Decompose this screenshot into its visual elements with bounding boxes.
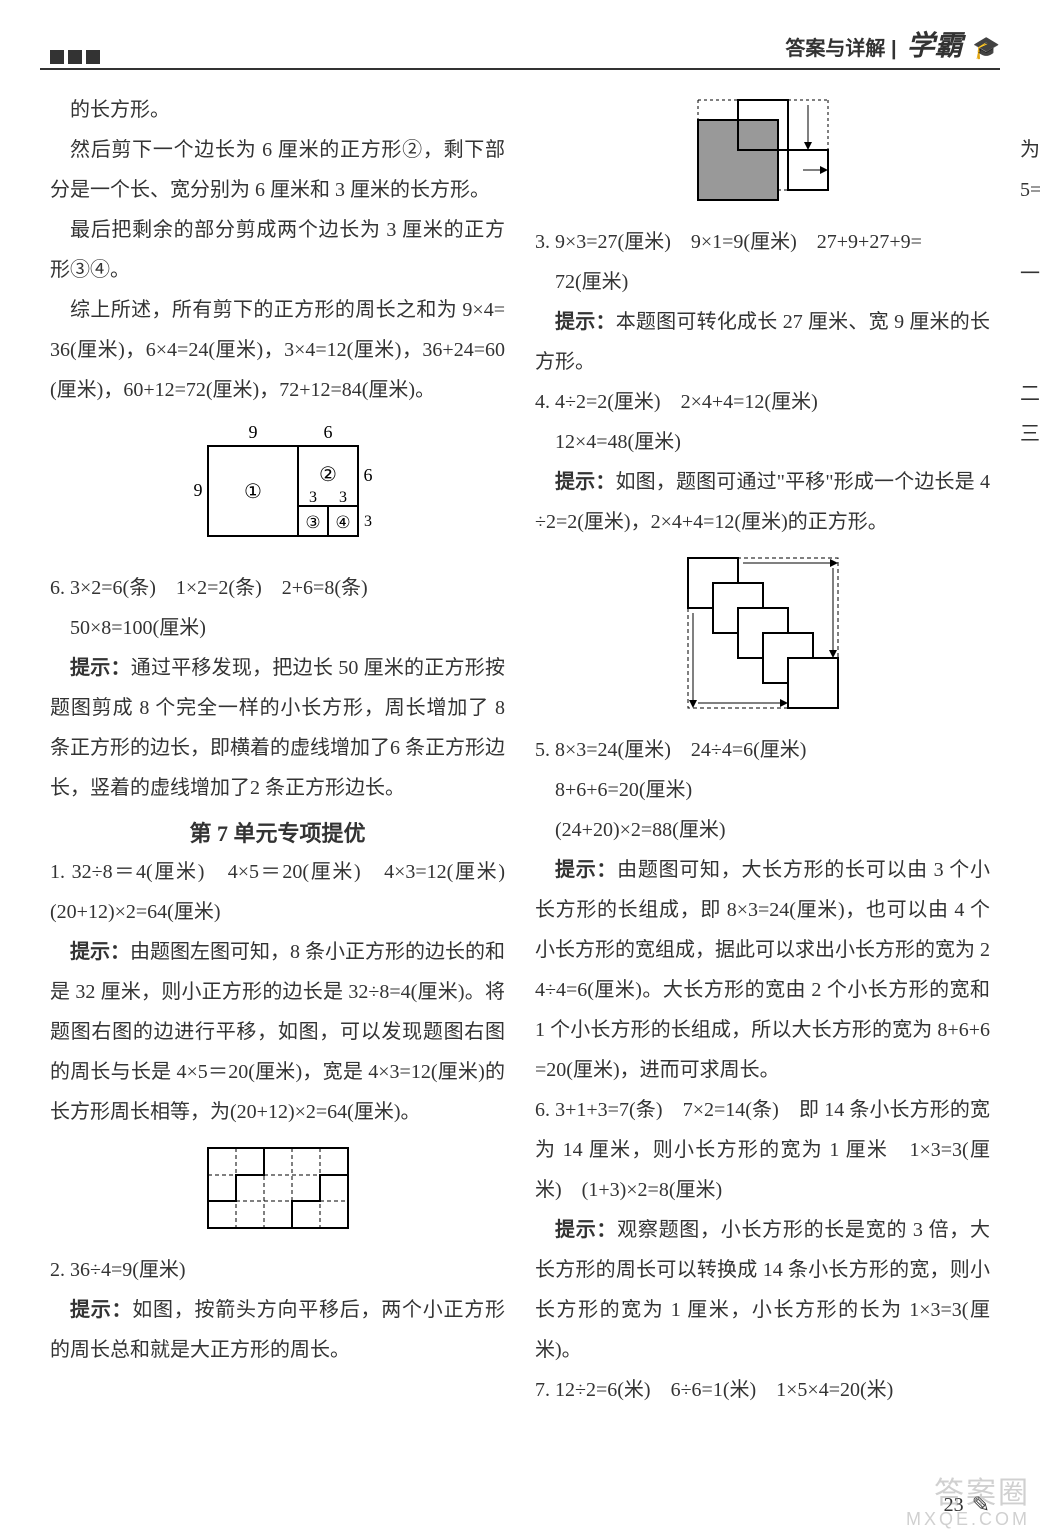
- hint-label: 提示：: [555, 471, 615, 493]
- hint-label: 提示：: [555, 311, 616, 333]
- answer-line: 1. 32÷8＝4(厘米) 4×5＝20(厘米) 4×3=12(厘米) (20+…: [50, 852, 505, 932]
- watermark-url: MXQE.COM: [906, 1510, 1030, 1530]
- hint-label: 提示：: [555, 859, 617, 881]
- answer-line: 5. 5 6. 14 10 7. 2 12: [1020, 294, 1040, 334]
- answer-line: 三、1. B 2. C 3. C 4. A 5. B: [1020, 414, 1040, 454]
- mark-icon: [68, 50, 82, 64]
- paragraph: 的长方形。: [50, 90, 505, 130]
- hint-paragraph: 提示：通过平移发现，把边长 50 厘米的正方形按题图剪成 8 个完全一样的小长方…: [50, 648, 505, 808]
- paragraph: 最后把剩余的部分剪成两个边长为 3 厘米的正方形③④。: [50, 210, 505, 290]
- hint-body: 长+宽=12÷2=6(米)，长是宽的 5 倍，设宽为 1 份，则长+宽=6 份，…: [1020, 99, 1040, 201]
- fig-label: ③: [305, 513, 320, 532]
- section-title: 第 7 单元提优练习: [1020, 218, 1040, 250]
- paragraph: 综上所述，所有剪下的正方形的周长之和为 9×4=36(厘米)，6×4=24(厘米…: [50, 290, 505, 410]
- section-title: 第 7 单元专项提优: [50, 816, 505, 848]
- hint-paragraph: 提示：如图，题图可通过"平移"形成一个边长是 4÷2=2(厘米)，2×4+4=1…: [535, 462, 990, 542]
- fig-label: 9: [248, 422, 257, 442]
- mark-icon: [50, 50, 64, 64]
- answer-line: 5. 8×3=24(厘米) 24÷4=6(厘米): [535, 730, 990, 770]
- fig-label: 3: [364, 513, 372, 530]
- brand-label: 学霸: [907, 24, 963, 64]
- figure-grid-steps: [50, 1138, 505, 1244]
- fig-label: ②: [319, 464, 337, 486]
- fig-label: 9: [193, 480, 202, 500]
- mark-icon: [86, 50, 100, 64]
- watermark-text: 答案圈: [934, 1477, 1030, 1510]
- answer-line: 72(厘米): [535, 262, 990, 302]
- answer-line: 3. 9×3=27(厘米) 9×1=9(厘米) 27+9+27+9=: [535, 222, 990, 262]
- answer-line: 12×4=48(厘米): [535, 422, 990, 462]
- answer-line: 6. A 7. C: [1020, 454, 1040, 494]
- answer-line: 7. 12÷2=6(米) 6÷6=1(米) 1×5×4=20(米): [535, 1370, 990, 1410]
- hint-label: 提示：: [70, 941, 130, 963]
- hint-paragraph: 提示：本题图可转化成长 27 厘米、宽 9 厘米的长方形。: [535, 302, 990, 382]
- fig-label: 6: [323, 422, 332, 442]
- fig-label: ④: [335, 513, 350, 532]
- answer-line: 6. 3×2=6(条) 1×2=2(条) 2+6=8(条): [50, 568, 505, 608]
- hint-paragraph: 提示：由题图可知，大长方形的长可以由 3 个小长方形的长组成，即 8×3=24(…: [535, 850, 990, 1090]
- answer-line: 2. 36÷4=9(厘米): [50, 1250, 505, 1290]
- hint-paragraph: 提示：如图，按箭头方向平移后，两个小正方形的周长总和就是大正方形的周长。: [50, 1290, 505, 1370]
- header-right: 答案与详解 | 学霸 🎓: [785, 24, 1000, 64]
- figure-cut-squares: 9 6 9 6 3 3 3 ① ② ③ ④: [50, 416, 505, 562]
- fig-label: 3: [309, 489, 317, 506]
- figure-translated-squares: [535, 90, 990, 216]
- fig-label: 6: [363, 465, 372, 485]
- header-label: 答案与详解 |: [785, 32, 896, 61]
- content-columns: 的长方形。 然后剪下一个边长为 6 厘米的正方形②，剩下部分是一个长、宽分别为 …: [50, 90, 990, 1476]
- hint-paragraph: 提示：观察题图，小长方形的长是宽的 3 倍，大长方形的周长可以转换成 14 条小…: [535, 1210, 990, 1370]
- hint-label: 提示：: [70, 657, 131, 679]
- answer-line: 8. 6 5 9. 28 10. 48: [1020, 334, 1040, 374]
- graduation-cap-icon: 🎓: [973, 35, 1000, 61]
- paragraph: 然后剪下一个边长为 6 厘米的正方形②，剩下部分是一个长、宽分别为 6 厘米和 …: [50, 130, 505, 210]
- hint-body: 由题图可知，大长方形的长可以由 3 个小长方形的长组成，即 8×3=24(厘米)…: [535, 859, 990, 1081]
- answer-line: 8+6+6=20(厘米): [535, 770, 990, 810]
- fig-label: ①: [244, 481, 262, 503]
- hint-paragraph: 提示：由题图左图可知，8 条小正方形的边长的和是 32 厘米，则小正方形的边长是…: [50, 932, 505, 1132]
- hint-body: 由题图左图可知，8 条小正方形的边长的和是 32 厘米，则小正方形的边长是 32…: [50, 941, 505, 1123]
- page-header: 答案与详解 | 学霸 🎓: [40, 30, 1000, 70]
- hint-paragraph: 提示：长+宽=12÷2=6(米)，长是宽的 5 倍，设宽为 1 份，则长+宽=6…: [1020, 90, 1040, 210]
- fig-label: 3: [339, 489, 347, 506]
- hint-label: 提示：: [555, 1219, 617, 1241]
- figure-staircase-squares: [535, 548, 990, 724]
- answer-line: 一、1. 4 6 2. 6 3. 52 4. 9 54: [1020, 254, 1040, 294]
- answer-line: 二、1. × 2. × 3. × 4. √ 5. √: [1020, 374, 1040, 414]
- watermark: 答案圈 MXQE.COM: [906, 1477, 1030, 1530]
- answer-line: 50×8=100(厘米): [50, 608, 505, 648]
- answer-line: 4. 4÷2=2(厘米) 2×4+4=12(厘米): [535, 382, 990, 422]
- hint-label: 提示：: [70, 1299, 132, 1321]
- answer-line: 6. 3+1+3=7(条) 7×2=14(条) 即 14 条小长方形的宽为 14…: [535, 1090, 990, 1210]
- header-marks: [50, 50, 100, 64]
- answer-line: (24+20)×2=88(厘米): [535, 810, 990, 850]
